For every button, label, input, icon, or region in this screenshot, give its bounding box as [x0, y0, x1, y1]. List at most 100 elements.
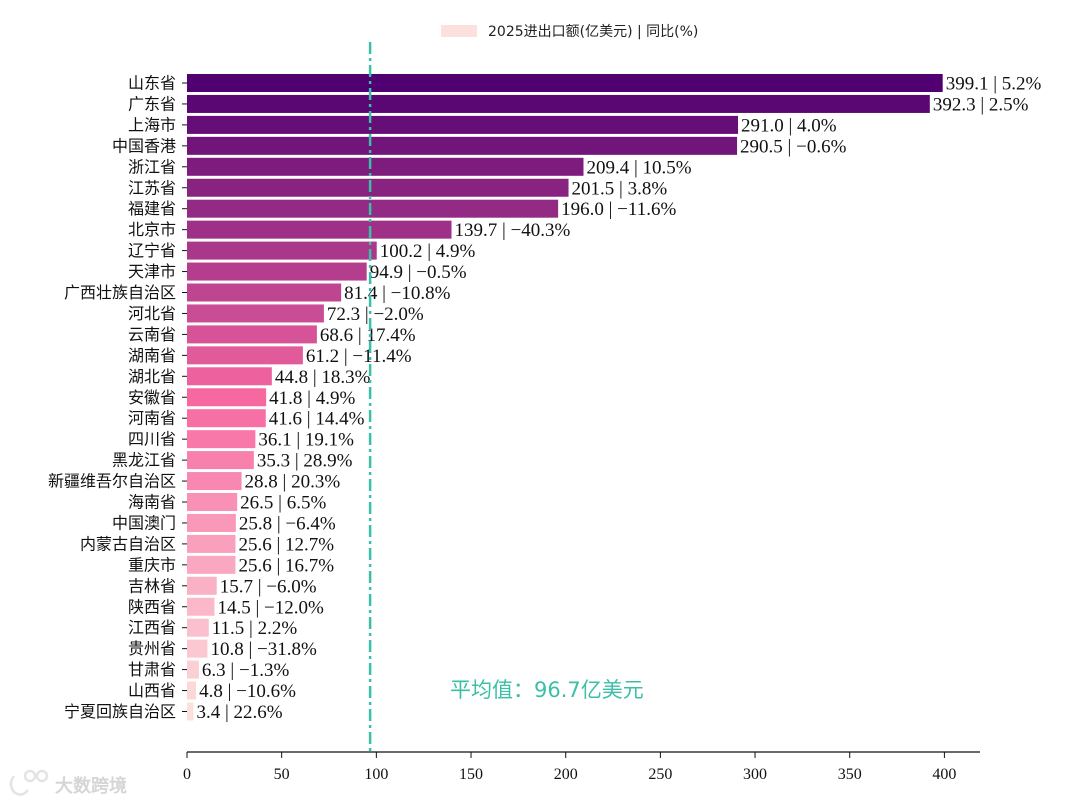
value-label: 392.3 | 2.5% [933, 94, 1029, 115]
x-tick-label: 250 [648, 766, 672, 783]
bar [187, 513, 236, 532]
category-label: 湖北省 [128, 367, 176, 386]
value-label: 290.5 | −0.6% [740, 136, 847, 157]
category-label: 内蒙古自治区 [80, 534, 176, 553]
bar [187, 115, 739, 134]
value-labels: 399.1 | 5.2%392.3 | 2.5% 291.0 | 4.0%290.… [196, 74, 1041, 724]
bar [187, 74, 943, 92]
category-label: 安徽省 [128, 388, 176, 407]
value-label: 25.8 | −6.4% [239, 513, 336, 534]
bar [187, 94, 930, 113]
bar [187, 283, 342, 302]
bar [187, 660, 199, 679]
bar [187, 493, 238, 511]
bar [187, 304, 324, 323]
bar [187, 534, 236, 553]
category-label: 新疆维吾尔自治区 [48, 472, 176, 491]
bars-group [187, 74, 943, 721]
bar [187, 346, 303, 365]
x-tick-label: 50 [274, 766, 290, 783]
value-label: 72.3 | −2.0% [327, 304, 424, 325]
average-label: 平均值：96.7亿美元 [450, 678, 644, 702]
legend-swatch [441, 25, 477, 37]
value-label: 6.3 | −1.3% [202, 660, 290, 681]
category-label: 江苏省 [128, 178, 176, 197]
value-label: 3.4 | 22.6% [196, 702, 282, 723]
category-label: 陕西省 [128, 597, 176, 616]
category-label: 山东省 [128, 74, 176, 93]
bar [187, 702, 194, 721]
category-label: 中国澳门 [112, 513, 176, 532]
value-label: 25.6 | 12.7% [238, 534, 334, 555]
value-label: 100.2 | 4.9% [380, 241, 476, 262]
x-tick-label: 200 [554, 766, 578, 783]
x-tick-label: 400 [932, 766, 956, 783]
value-label: 15.7 | −6.0% [220, 576, 317, 597]
x-ticks: 0 50 100 150 200 250 300 350 400 [183, 752, 956, 783]
bar [187, 262, 367, 281]
value-label: 11.5 | 2.2% [212, 618, 298, 639]
bar [187, 618, 209, 637]
bar [187, 178, 569, 197]
value-label: 26.5 | 6.5% [240, 493, 326, 514]
bar [187, 199, 559, 218]
category-label: 辽宁省 [128, 241, 176, 260]
x-tick-label: 100 [364, 766, 388, 783]
category-labels: 山东省广东省上海市中国香港浙江省江苏省福建省北京市辽宁省天津市广西壮族自治区河北… [48, 74, 187, 721]
x-tick-label: 150 [459, 766, 483, 783]
value-label: 81.4 | −10.8% [344, 283, 451, 304]
bar [187, 241, 377, 260]
bar [187, 430, 256, 449]
x-tick-label: 350 [838, 766, 862, 783]
value-label: 25.6 | 16.7% [238, 555, 334, 576]
watermark-text: 大数跨境 [55, 775, 127, 797]
category-label: 吉林省 [128, 576, 176, 595]
value-label: 399.1 | 5.2% [946, 74, 1042, 95]
logo-icon [9, 769, 49, 796]
value-label: 41.6 | 14.4% [269, 409, 365, 430]
category-label: 湖南省 [128, 346, 176, 365]
category-label: 北京市 [128, 220, 176, 239]
legend-label: 2025进出口额(亿美元) | 同比(%) [488, 24, 698, 40]
bar [187, 681, 197, 700]
value-label: 68.6 | 17.4% [320, 325, 416, 346]
watermark: 大数跨境 [9, 769, 127, 797]
value-label: 14.5 | −12.0% [217, 597, 324, 618]
bar [187, 472, 242, 491]
category-label: 江西省 [128, 618, 176, 637]
category-label: 重庆市 [128, 555, 176, 574]
value-label: 61.2 | −11.4% [306, 346, 412, 367]
category-label: 山西省 [128, 681, 176, 700]
value-label: 4.8 | −10.6% [199, 681, 296, 702]
value-label: 28.8 | 20.3% [245, 472, 341, 493]
value-label: 35.3 | 28.9% [257, 451, 353, 472]
bar [187, 220, 452, 239]
bar [187, 639, 208, 658]
x-tick-label: 300 [743, 766, 767, 783]
value-label: 36.1 | 19.1% [258, 430, 354, 451]
category-label: 云南省 [128, 325, 176, 344]
value-label: 10.8 | −31.8% [210, 639, 317, 660]
x-tick-label: 0 [183, 766, 191, 783]
category-label: 四川省 [128, 430, 176, 449]
category-label: 浙江省 [128, 157, 176, 176]
bar [187, 451, 254, 470]
bar [187, 388, 267, 407]
value-label: 94.9 | −0.5% [370, 262, 467, 283]
category-label: 甘肃省 [128, 660, 176, 679]
category-label: 黑龙江省 [112, 451, 176, 470]
category-label: 中国香港 [112, 136, 176, 155]
category-label: 海南省 [128, 493, 176, 512]
bar [187, 157, 584, 176]
category-label: 贵州省 [128, 639, 176, 658]
legend: 2025进出口额(亿美元) | 同比(%) [441, 24, 698, 40]
bar [187, 555, 236, 574]
category-label: 福建省 [128, 199, 176, 218]
category-label: 天津市 [128, 262, 176, 281]
value-label: 196.0 | −11.6% [561, 199, 676, 220]
value-label: 44.8 | 18.3% [275, 367, 371, 388]
category-label: 上海市 [128, 115, 176, 134]
bar [187, 597, 215, 616]
category-label: 宁夏回族自治区 [64, 702, 176, 721]
